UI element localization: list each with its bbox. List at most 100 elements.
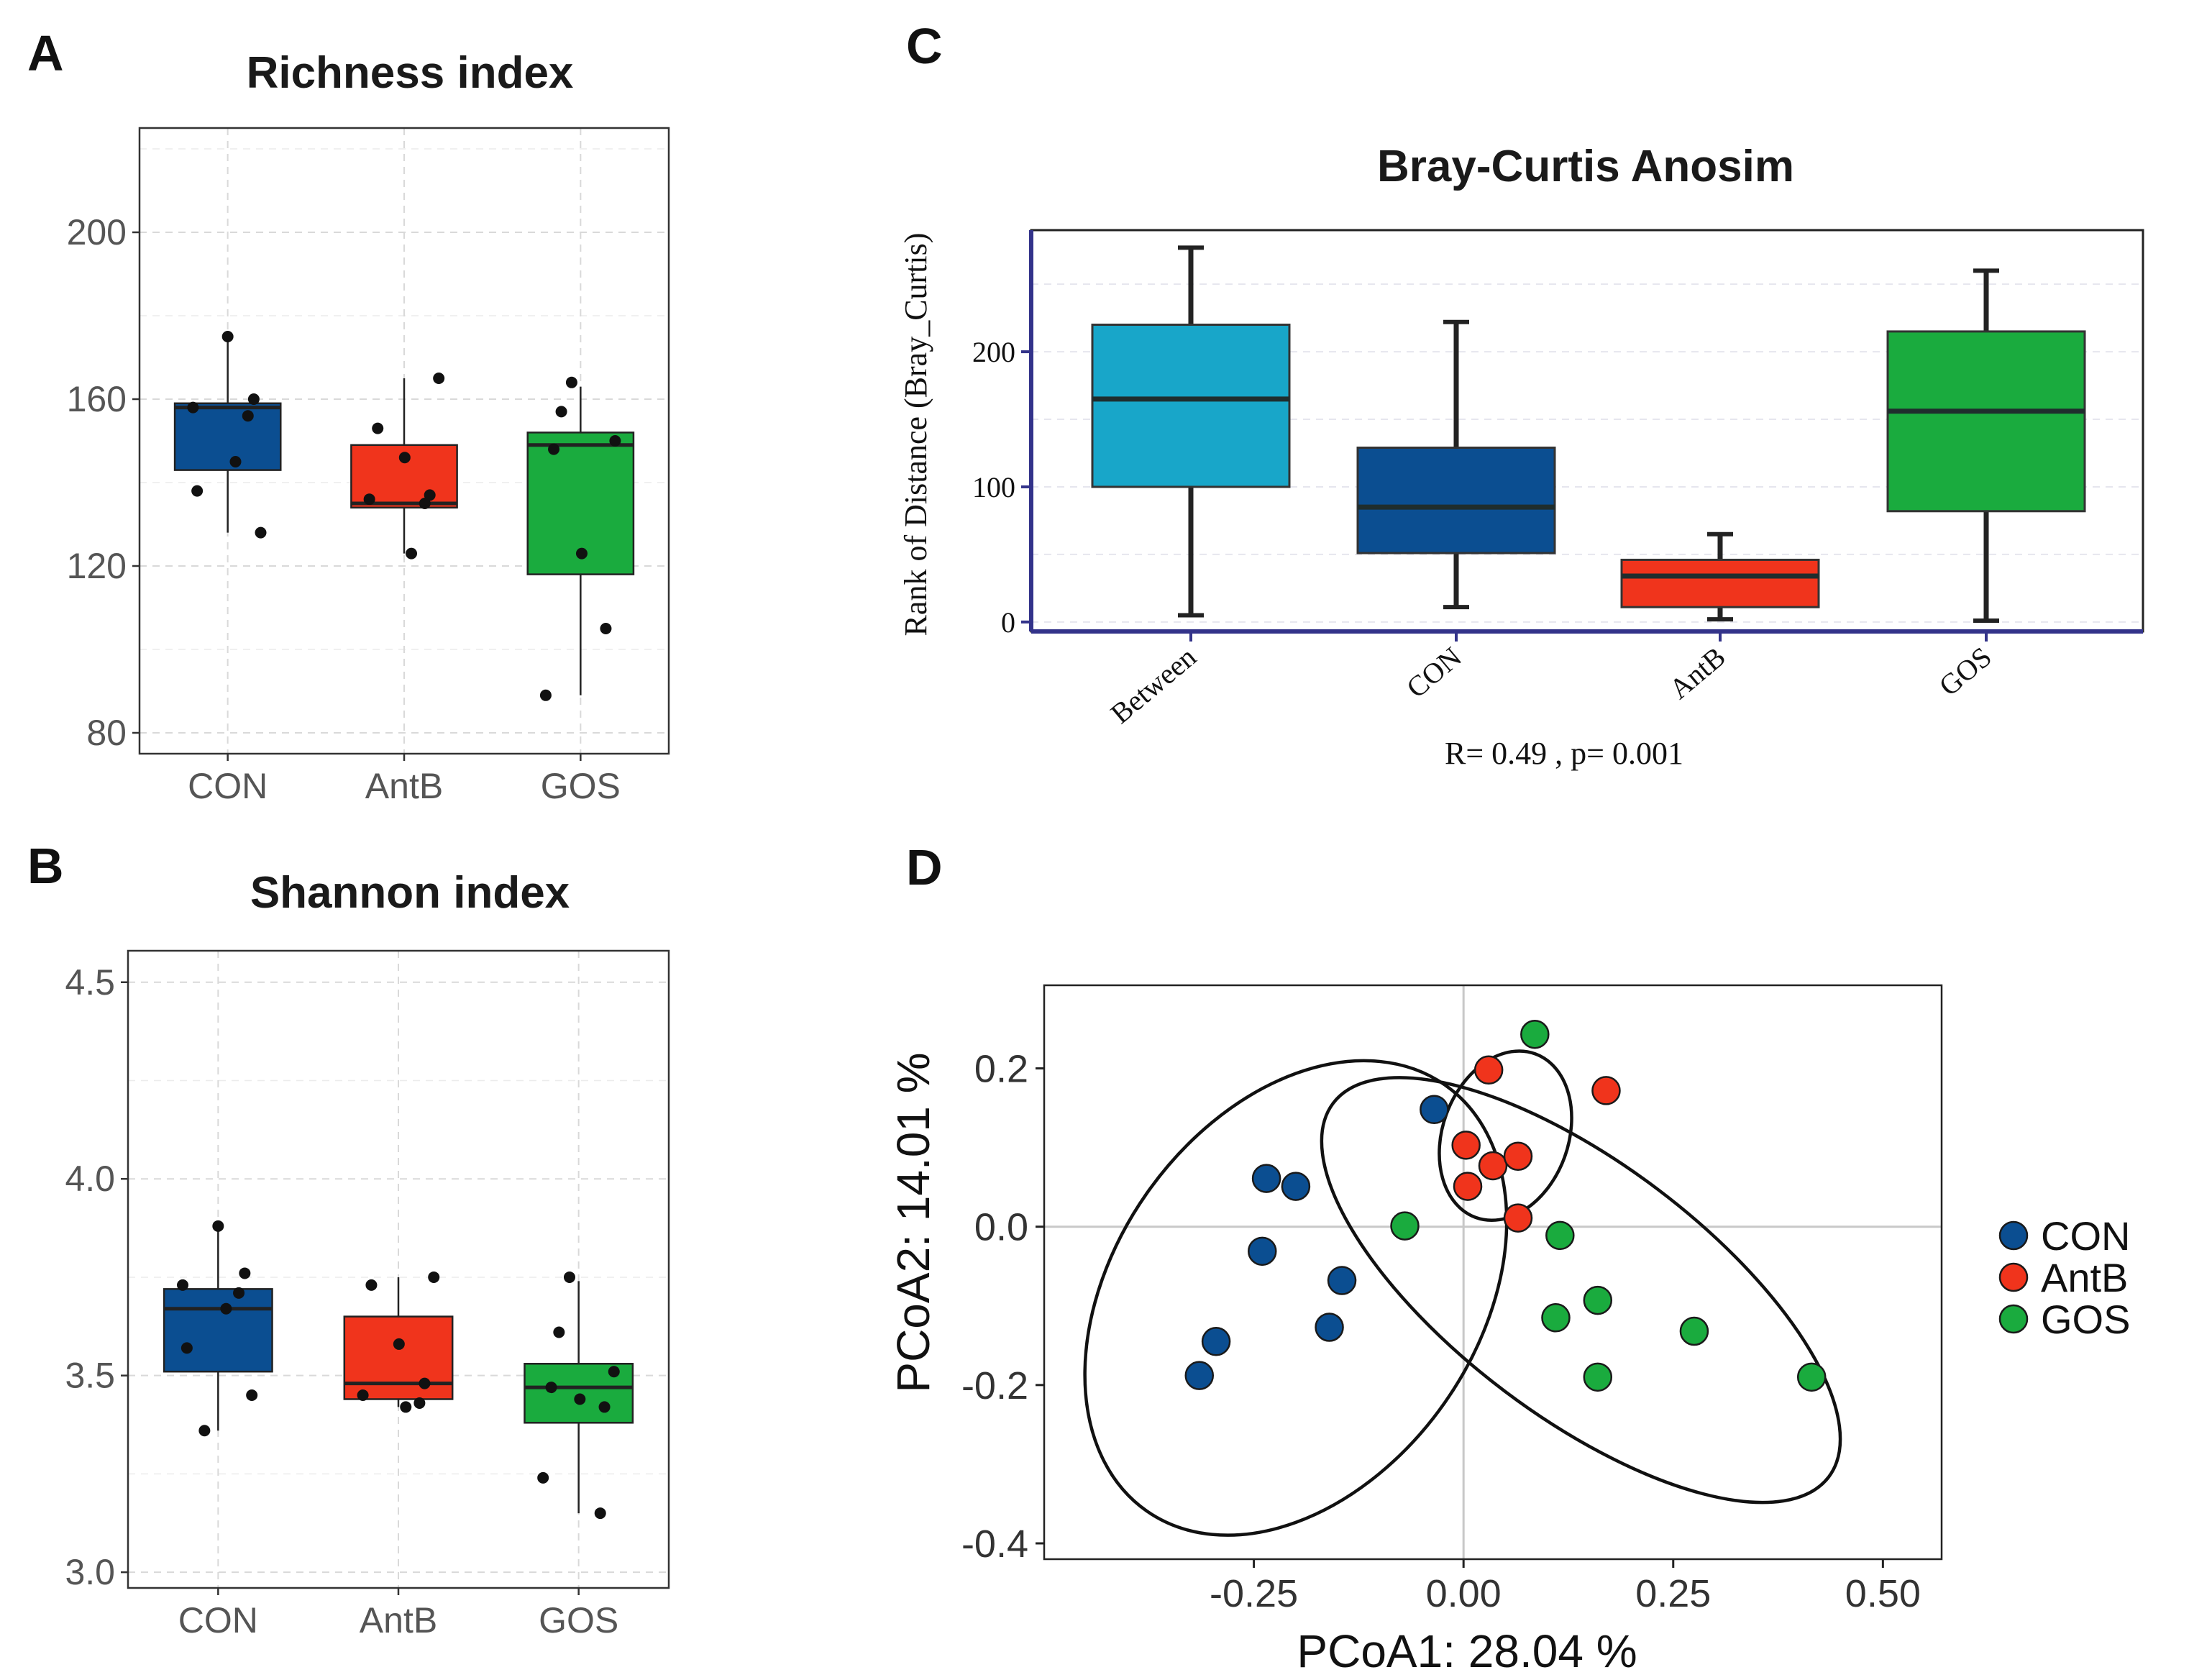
data-point: [191, 485, 204, 497]
x-tick-label: Between: [1105, 640, 1202, 729]
y-tick-label: 120: [67, 546, 127, 586]
data-point: [419, 498, 431, 509]
point-gos: [1541, 1303, 1571, 1333]
data-point: [545, 1382, 557, 1394]
point-gos: [1583, 1362, 1613, 1392]
data-point: [398, 452, 411, 464]
panel-letter-c: C: [906, 18, 943, 74]
y-tick-label: -0.4: [961, 1522, 1028, 1566]
data-point: [198, 1425, 211, 1437]
y-tick-label: 0.0: [974, 1206, 1028, 1249]
data-point: [233, 1287, 245, 1299]
x-tick-label: GOS: [1933, 640, 1998, 702]
legend-swatch-con: [1998, 1220, 2029, 1251]
data-point: [419, 1377, 431, 1389]
y-ticks: 3.0 3.5 4.0 4.5: [65, 962, 128, 1592]
data-point: [565, 376, 577, 388]
point-con: [1327, 1266, 1357, 1295]
x-ticks: CON AntB GOS: [178, 1588, 618, 1640]
y-ticks: 80 120 160 200: [67, 212, 140, 753]
ellipse-gos: [1320, 1076, 1842, 1505]
point-antb: [1503, 1141, 1533, 1171]
data-point: [187, 401, 199, 414]
points: [177, 1220, 620, 1520]
data-point: [537, 1471, 549, 1484]
boxes: [173, 337, 635, 695]
data-point: [548, 443, 560, 455]
x-tick-label: -0.25: [1210, 1572, 1298, 1615]
y-tick-label: 200: [67, 212, 127, 252]
x-tick-label: CON: [1400, 640, 1468, 704]
data-point: [365, 1279, 378, 1291]
anosim-stat-annotation: R= 0.49 , p= 0.001: [1445, 736, 1683, 771]
panel-letter-d: D: [906, 839, 943, 895]
data-point: [598, 1401, 611, 1413]
chart-title-richness: Richness index: [247, 48, 574, 98]
y-tick-label: 80: [86, 713, 127, 753]
point-con: [1281, 1172, 1311, 1201]
data-point: [393, 1338, 405, 1350]
point-con: [1201, 1327, 1231, 1356]
chart-title-anosim: Bray-Curtis Anosim: [1377, 142, 1794, 191]
point-antb: [1473, 1055, 1504, 1085]
y-tick-label: 3.0: [65, 1552, 115, 1592]
y-ticks: 0 100 200: [972, 336, 1031, 639]
x-tick-label: 0.50: [1845, 1572, 1921, 1615]
point-antb: [1478, 1151, 1508, 1181]
data-point: [357, 1389, 369, 1402]
data-point: [563, 1271, 575, 1283]
y-tick-label: 0.2: [974, 1048, 1028, 1091]
box-between: [1091, 324, 1291, 488]
x-ticks: CON AntB GOS: [188, 754, 621, 806]
y-tick-label: 200: [972, 336, 1015, 368]
x-ticks: Between CON AntB GOS: [1105, 631, 1998, 730]
grid: [128, 951, 669, 1588]
data-point: [372, 422, 384, 434]
x-tick-label: AntB: [1663, 640, 1731, 705]
box-con: [163, 1288, 273, 1373]
y-tick-label: 4.5: [65, 962, 115, 1003]
box-con: [1356, 446, 1556, 554]
panel-b-shannon-chart: Shannon index 3.0 3.5 4.0 4.5 CON AntB GOS: [65, 868, 670, 1640]
point-con: [1184, 1361, 1215, 1390]
data-point: [229, 456, 242, 467]
panel-d-pcoa-chart: -0.4 -0.2 0.0 0.2 -0.25 0.00 0.25 0.50 PCoA1: …: [887, 984, 2130, 1677]
y-tick-label: -0.2: [961, 1364, 1028, 1407]
panel-letter-b: B: [27, 838, 64, 894]
data-point: [400, 1401, 412, 1413]
panel-c-anosim-chart: Bray-Curtis Anosim 0 100 200 Between CON Ant…: [898, 142, 2144, 771]
box-gos: [1886, 330, 2086, 513]
data-point: [539, 689, 552, 701]
legend-swatch-gos: [1998, 1304, 2029, 1334]
y-tick-label: 0: [1001, 606, 1015, 639]
point-gos: [1520, 1019, 1550, 1049]
data-point: [220, 1302, 232, 1315]
data-point: [180, 1342, 193, 1354]
points: [1184, 1019, 1827, 1392]
point-antb: [1451, 1131, 1481, 1160]
data-point: [428, 1271, 440, 1283]
x-tick-label: CON: [178, 1600, 258, 1640]
y-axis-label: PCoA2: 14.01 %: [887, 1052, 939, 1392]
point-con: [1315, 1312, 1344, 1342]
x-tick-label: AntB: [360, 1600, 437, 1640]
chart-title-shannon: Shannon index: [250, 868, 570, 918]
data-point: [247, 393, 260, 405]
panel-letter-a: A: [27, 25, 64, 81]
point-antb: [1453, 1172, 1483, 1201]
x-ticks: -0.25 0.00 0.25 0.50: [1210, 1559, 1921, 1615]
data-point: [574, 1393, 586, 1405]
legend-label-antb: AntB: [2041, 1255, 2128, 1300]
data-point: [424, 489, 436, 501]
boxes: [1091, 245, 2086, 623]
x-tick-label: 0.00: [1426, 1572, 1502, 1615]
x-tick-label: GOS: [541, 766, 621, 806]
y-axis-label: Rank of Distance (Bray_Curtis): [898, 233, 933, 636]
y-ticks: -0.4 -0.2 0.0 0.2: [961, 1048, 1044, 1566]
box-antb: [343, 1315, 454, 1400]
point-con: [1420, 1095, 1449, 1125]
y-tick-label: 160: [67, 379, 127, 419]
data-point: [575, 547, 588, 560]
data-point: [255, 526, 267, 539]
